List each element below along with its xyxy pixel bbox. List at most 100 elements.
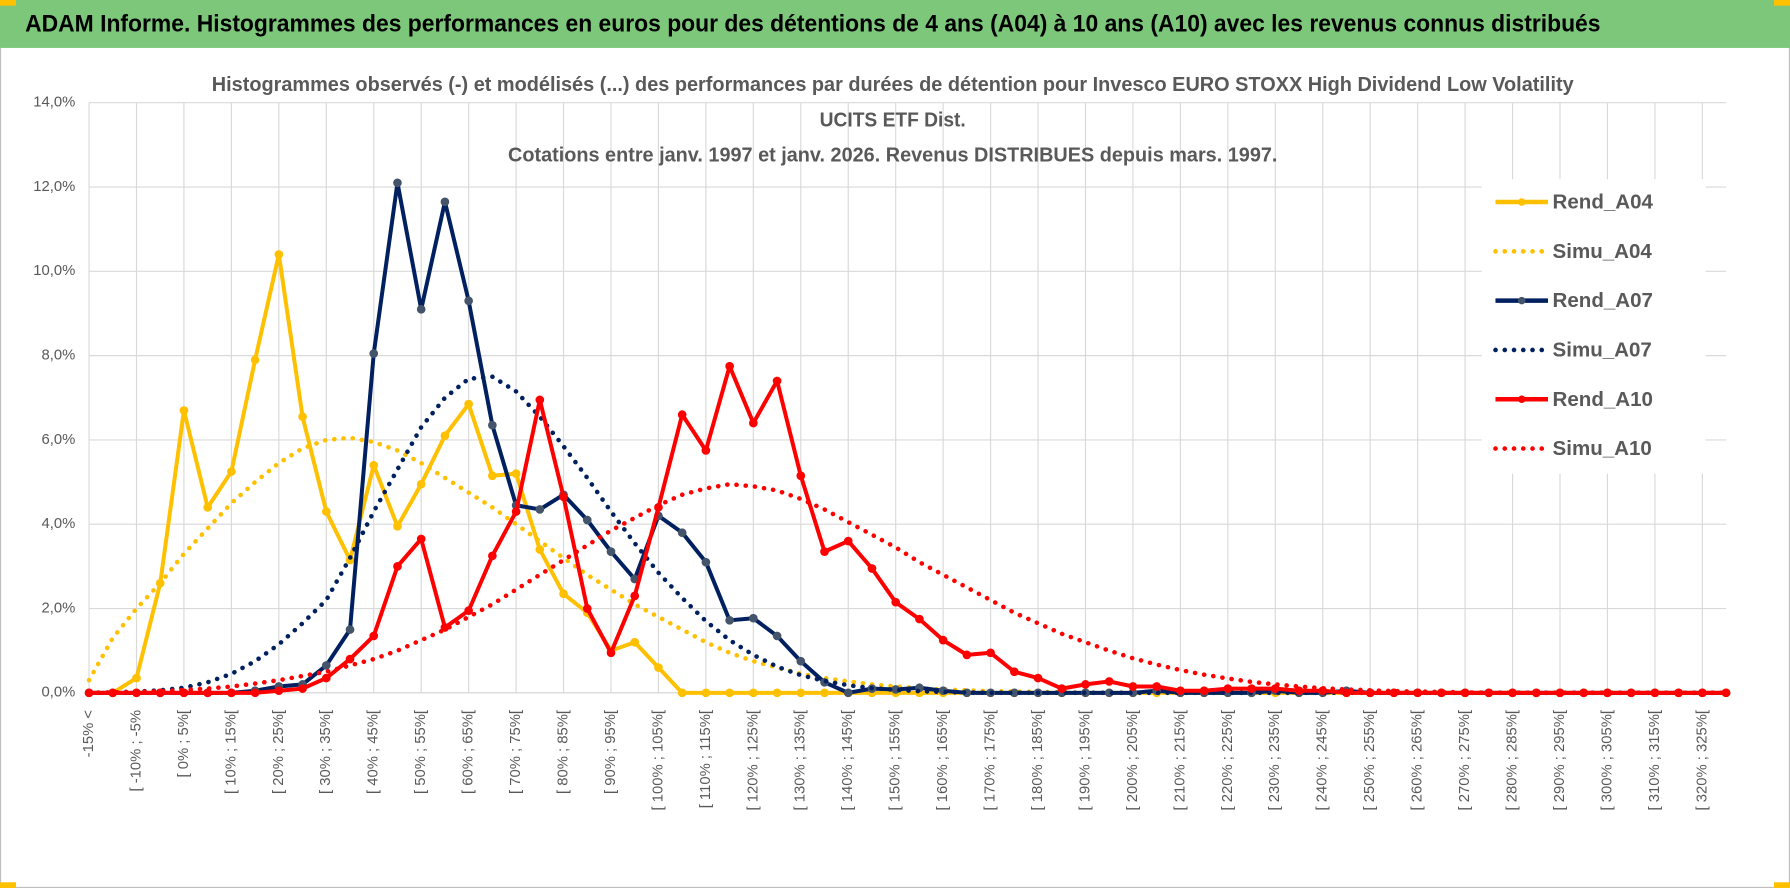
data-point <box>1294 686 1304 696</box>
data-point <box>1247 684 1256 693</box>
plot-area <box>84 178 1731 698</box>
x-tick-label: [ 100% ; 105%[ <box>650 710 666 811</box>
x-tick-label: [ 40% ; 45%[ <box>366 710 382 794</box>
data-point <box>772 688 782 698</box>
data-point <box>440 197 450 207</box>
data-point <box>321 661 331 670</box>
x-tick-label: [ 200% ; 205%[ <box>1125 710 1141 811</box>
data-point <box>630 637 640 647</box>
chart-title-line: UCITS ETF Dist. <box>820 109 966 131</box>
data-point <box>464 606 473 615</box>
x-tick-label: [ 90% ; 95%[ <box>603 710 619 794</box>
data-point <box>1152 682 1162 691</box>
x-tick-label: [ 60% ; 65%[ <box>461 710 477 794</box>
data-point <box>511 507 521 516</box>
data-point <box>725 361 734 371</box>
y-tick-label: 8,0% <box>42 348 76 364</box>
data-point <box>559 589 568 599</box>
legend-label: Simu_A10 <box>1553 437 1652 460</box>
data-point <box>132 673 141 683</box>
data-point <box>274 686 284 696</box>
banner <box>0 0 1790 48</box>
data-point <box>203 503 213 512</box>
data-point <box>369 460 379 470</box>
legend-marker <box>1517 395 1526 404</box>
data-point <box>179 406 189 415</box>
x-tick-label: [ 150% ; 155%[ <box>888 710 904 811</box>
x-tick-label: [ 140% ; 145%[ <box>840 710 856 811</box>
data-point <box>867 564 877 573</box>
data-point <box>938 635 948 645</box>
chart-title: Histogrammes observés (-) et modélisés (… <box>212 74 1574 167</box>
data-point <box>701 557 711 567</box>
x-tick-label: [ 220% ; 225%[ <box>1220 710 1236 811</box>
data-point <box>606 547 616 556</box>
data-point <box>227 467 236 476</box>
x-tick-label: [ 170% ; 175%[ <box>983 710 999 811</box>
data-point <box>915 614 924 624</box>
legend-marker <box>1517 296 1526 305</box>
data-point <box>1128 682 1138 691</box>
x-tick-label: [ 120% ; 125%[ <box>745 710 761 811</box>
corner-accent <box>0 0 16 6</box>
y-tick-label: 12,0% <box>33 179 75 195</box>
data-point <box>677 410 687 419</box>
y-tick-label: 2,0% <box>42 600 76 616</box>
y-tick-label: 10,0% <box>33 263 75 279</box>
data-point <box>749 613 758 623</box>
data-point <box>227 688 236 698</box>
x-tick-label: [ 70% ; 75%[ <box>508 710 524 794</box>
x-tick-label: [ 10% ; 15%[ <box>223 710 239 794</box>
data-point <box>488 551 497 561</box>
data-point <box>843 536 853 546</box>
data-point <box>1009 667 1019 677</box>
data-point <box>393 562 402 571</box>
data-point <box>796 471 806 481</box>
x-tick-label: [ 270% ; 275%[ <box>1457 710 1473 811</box>
data-point <box>1104 677 1114 686</box>
data-point <box>749 418 758 428</box>
data-point <box>369 349 379 358</box>
data-point <box>701 688 711 698</box>
x-tick-label: [ 230% ; 235%[ <box>1267 710 1283 811</box>
y-tick-label: 0,0% <box>42 685 76 701</box>
data-point <box>1176 686 1185 696</box>
data-point <box>535 395 545 405</box>
x-tick-label: [ 210% ; 215%[ <box>1172 710 1188 811</box>
data-point <box>677 528 687 537</box>
x-tick-label: [ 110% ; 115%[ <box>698 710 714 808</box>
legend-box <box>1481 179 1706 474</box>
data-point <box>1057 684 1067 693</box>
data-point <box>416 479 426 489</box>
corner-accent <box>1774 0 1790 6</box>
data-point <box>274 250 284 259</box>
data-point <box>725 615 734 625</box>
data-point <box>701 446 711 455</box>
x-tick-label: [ 260% ; 265%[ <box>1410 710 1426 811</box>
data-point <box>820 688 829 698</box>
data-point <box>393 178 402 188</box>
y-tick-label: 14,0% <box>33 95 75 111</box>
data-point <box>1342 688 1351 698</box>
chart-title-line: Histogrammes observés (-) et modélisés (… <box>212 74 1574 96</box>
data-point <box>796 688 806 698</box>
legend-marker <box>1517 198 1526 206</box>
data-point <box>630 591 640 601</box>
data-point <box>654 663 663 672</box>
data-point <box>891 597 901 607</box>
data-point <box>986 648 995 658</box>
legend: Rend_A04 Simu_A04 Rend_A07 Simu_A07 Rend_A10… <box>1481 179 1706 474</box>
series-line <box>86 481 1729 696</box>
data-point <box>725 688 734 698</box>
data-point <box>321 673 331 683</box>
page-title: ADAM Informe. Histogrammes des performan… <box>25 10 1600 37</box>
data-point <box>582 604 592 613</box>
legend-label: Rend_A04 <box>1553 191 1654 214</box>
x-tick-label: [ 20% ; 25%[ <box>271 710 287 794</box>
data-point <box>582 515 592 525</box>
x-tick-label: [ 180% ; 185%[ <box>1030 710 1046 811</box>
x-tick-label: [ 250% ; 255%[ <box>1362 710 1378 811</box>
data-point <box>393 521 402 531</box>
chart-title-line: Cotations entre janv. 1997 et janv. 2026… <box>508 145 1277 167</box>
